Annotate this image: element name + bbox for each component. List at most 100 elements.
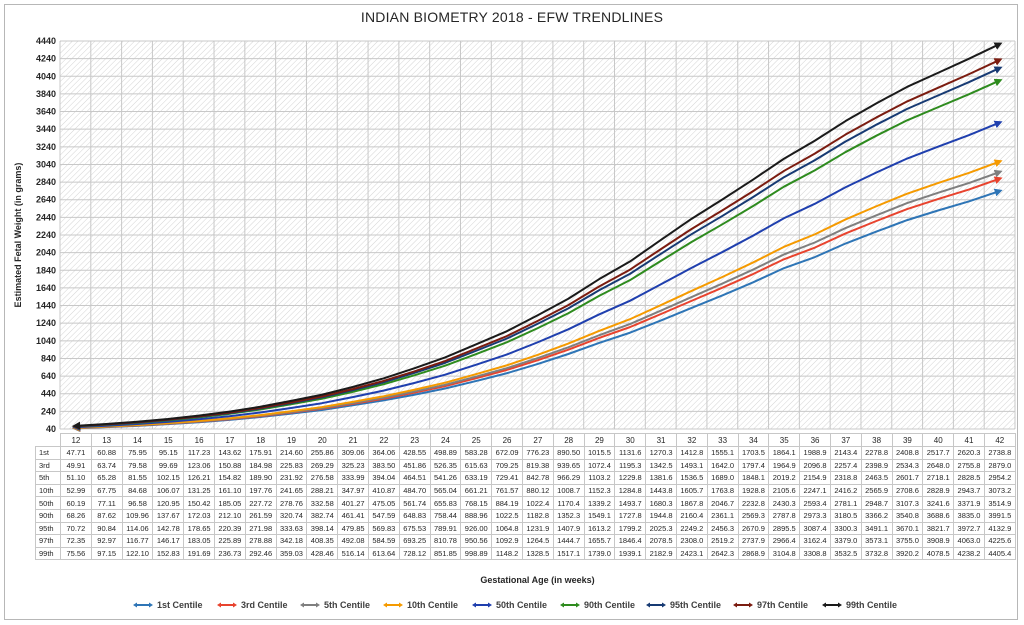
legend-label: 97th Centile (757, 600, 809, 610)
data-label: 2868.9 (737, 546, 770, 561)
data-table: 12 13 14 15 16 17 18 19 20 21 22 23 24 25 26 27 28 29 30 31… (35, 433, 1016, 561)
data-label: 655.83 (429, 496, 462, 510)
x-tick-label: 32 (675, 433, 708, 447)
data-label: 810.78 (429, 534, 462, 548)
data-label: 401.27 (337, 496, 369, 510)
data-label: 154.82 (213, 471, 246, 485)
data-label: 383.50 (367, 458, 400, 473)
data-label: 382.74 (306, 508, 339, 523)
data-label: 2182.9 (645, 546, 677, 561)
data-label: 1739.0 (583, 546, 616, 561)
data-label: 2278.8 (860, 446, 893, 460)
data-label: 1342.5 (645, 458, 677, 473)
data-label: 2879.0 (983, 458, 1016, 473)
data-label: 3920.2 (891, 546, 924, 561)
legend-item-95th: 95th Centile (646, 600, 721, 610)
y-tick-label: 1640 (36, 283, 56, 293)
data-label: 3755.0 (891, 534, 924, 548)
data-label: 3573.1 (860, 534, 893, 548)
x-tick-label: 33 (706, 433, 739, 447)
data-label: 615.63 (460, 458, 493, 473)
data-label: 2601.7 (891, 471, 924, 485)
data-label: 672.09 (491, 446, 523, 460)
data-label: 143.62 (213, 446, 246, 460)
data-label: 966.29 (552, 471, 585, 485)
data-label: 2308.0 (675, 534, 708, 548)
legend-label: 1st Centile (157, 600, 203, 610)
data-label: 842.78 (521, 471, 554, 485)
data-label: 183.05 (183, 534, 215, 548)
data-label: 541.26 (429, 471, 462, 485)
data-label: 92.97 (90, 534, 123, 548)
data-label: 60.88 (90, 446, 123, 460)
data-label: 884.19 (491, 496, 523, 510)
data-label: 126.21 (183, 471, 215, 485)
y-tick-label: 3440 (36, 124, 56, 134)
x-tick-label: 14 (121, 433, 154, 447)
legend-swatch (733, 602, 753, 608)
data-label: 3180.5 (829, 508, 862, 523)
x-tick-label: 20 (306, 433, 339, 447)
data-label: 185.05 (213, 496, 246, 510)
data-label: 175.91 (244, 446, 277, 460)
data-label: 2569.3 (737, 508, 770, 523)
data-label: 79.58 (121, 458, 154, 473)
x-tick-label: 15 (152, 433, 185, 447)
y-tick-label: 2640 (36, 195, 56, 205)
data-label: 1195.3 (614, 458, 647, 473)
data-label: 1605.7 (675, 483, 708, 498)
x-tick-label: 21 (337, 433, 369, 447)
data-label: 269.29 (306, 458, 339, 473)
y-tick-label: 3040 (36, 159, 56, 169)
legend-swatch (383, 602, 403, 608)
data-label: 1939.1 (614, 546, 647, 561)
data-label: 4238.2 (953, 546, 985, 561)
data-label: 2025.3 (645, 521, 677, 536)
data-label: 84.68 (121, 483, 154, 498)
data-label: 278.76 (275, 496, 308, 510)
data-label: 97.15 (90, 546, 123, 561)
data-label: 1339.2 (583, 496, 616, 510)
data-label: 1443.8 (645, 483, 677, 498)
legend-label: 5th Centile (324, 600, 371, 610)
legend-swatch (472, 602, 492, 608)
y-tick-label: 40 (46, 424, 56, 434)
data-label: 278.88 (244, 534, 277, 548)
data-label: 1846.4 (614, 534, 647, 548)
table-row-label: 10th (35, 483, 61, 498)
data-label: 1131.6 (614, 446, 647, 460)
table-row: 10th 52.99 67.75 84.68 106.07 131.25 161.10 197… (35, 483, 1016, 498)
data-label: 1655.7 (583, 534, 616, 548)
table-row: 90th 68.26 87.62 109.96 137.67 172.03 212.10 26… (35, 508, 1016, 523)
data-label: 2534.3 (891, 458, 924, 473)
data-label: 225.89 (213, 534, 246, 548)
data-label: 1270.3 (645, 446, 677, 460)
table-row-label: 97th (35, 534, 61, 548)
data-label: 451.86 (398, 458, 431, 473)
data-label: 1072.4 (583, 458, 616, 473)
data-label: 1148.2 (491, 546, 523, 561)
data-label: 728.12 (398, 546, 431, 561)
data-label: 333.99 (337, 471, 369, 485)
data-label: 325.23 (337, 458, 369, 473)
y-tick-label: 640 (41, 371, 56, 381)
data-label: 99.69 (152, 458, 185, 473)
data-label: 1229.8 (614, 471, 647, 485)
data-label: 1182.8 (521, 508, 554, 523)
data-label: 2019.2 (768, 471, 801, 485)
data-label: 220.39 (213, 521, 246, 536)
data-label: 2398.9 (860, 458, 893, 473)
data-label: 47.71 (60, 446, 92, 460)
x-axis-label: Gestational Age (in weeks) (480, 575, 595, 585)
data-label: 2973.3 (799, 508, 831, 523)
data-label: 77.11 (90, 496, 123, 510)
data-label: 120.95 (152, 496, 185, 510)
data-label: 106.07 (152, 483, 185, 498)
data-label: 3104.8 (768, 546, 801, 561)
data-label: 2096.8 (799, 458, 831, 473)
table-row: 95th 70.72 90.84 114.06 142.78 178.65 220.39 27… (35, 521, 1016, 536)
data-label: 1864.1 (768, 446, 801, 460)
data-label: 3366.2 (860, 508, 893, 523)
legend-item-99th: 99th Centile (822, 600, 897, 610)
data-label: 1848.1 (737, 471, 770, 485)
